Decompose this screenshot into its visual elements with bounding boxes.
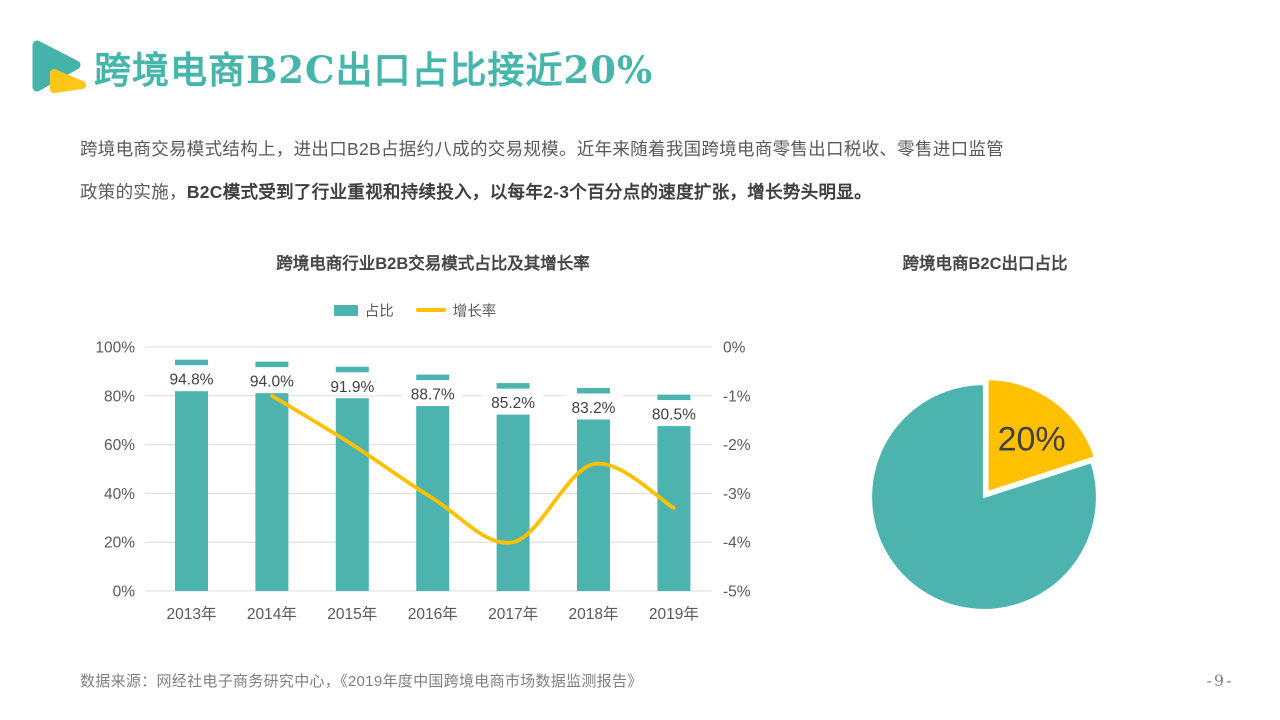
pie-chart-title: 跨境电商B2C出口占比 bbox=[902, 255, 1068, 273]
bar bbox=[255, 393, 289, 591]
bar-chart-title: 跨境电商行业B2B交易模式占比及其增长率 bbox=[276, 255, 590, 273]
legend-line-swatch-icon bbox=[415, 308, 446, 312]
bar-value-label: 85.2% bbox=[491, 395, 535, 412]
x-axis-label: 2017年 bbox=[488, 605, 538, 623]
bar bbox=[335, 398, 369, 591]
pie-chart: 20% bbox=[869, 378, 1099, 612]
bar-value-label: 88.7% bbox=[411, 387, 455, 404]
bar-cap bbox=[416, 374, 450, 381]
bar-chart-legend: 占比 增长率 bbox=[75, 300, 755, 320]
bar-value-label-bg bbox=[483, 390, 544, 412]
page-title: 跨境电商B2C出口占比接近20% bbox=[94, 48, 654, 92]
x-axis-label: 2018年 bbox=[569, 605, 619, 623]
bar-value-label-bg bbox=[241, 369, 302, 391]
bar-line-combo-chart: 100% 0% 80% -1% 60% -2% 40% -3% 20% -4% 0% -5% 2013年… bbox=[95, 340, 751, 624]
body-paragraph: 跨境电商交易模式结构上，进出口B2B占据约八成的交易规模。近年来随着我国跨境电商… bbox=[80, 128, 1225, 214]
bar-value-label-bg bbox=[563, 395, 624, 417]
bar-value-label: 80.5% bbox=[652, 407, 696, 424]
legend-bar-swatch-icon bbox=[333, 304, 358, 316]
right-axis-tick: -4% bbox=[723, 535, 751, 552]
x-axis-label: 2016年 bbox=[408, 605, 458, 623]
left-axis-tick: 0% bbox=[113, 584, 136, 601]
bar-value-label-bg bbox=[402, 382, 463, 404]
x-axis-label: 2015年 bbox=[327, 605, 377, 623]
play-icon-yellow-triangle bbox=[50, 69, 86, 93]
legend-item-growth: 增长率 bbox=[415, 300, 497, 321]
bar-cap bbox=[577, 387, 610, 394]
bar-value-label-bg bbox=[643, 402, 704, 424]
bar bbox=[175, 391, 208, 591]
left-axis-tick: 100% bbox=[95, 340, 135, 357]
bar-value-label: 91.9% bbox=[330, 379, 374, 396]
page-number: -9- bbox=[1206, 671, 1234, 690]
bar-cap bbox=[657, 394, 691, 401]
data-source-note: 数据来源：网经社电子商务研究中心，《2019年度中国跨境电商市场数据监测报告》 bbox=[80, 673, 643, 690]
legend-item-share: 占比 bbox=[333, 300, 394, 321]
right-axis-tick: 0% bbox=[723, 340, 746, 357]
bar bbox=[577, 419, 610, 591]
paragraph-line2-normal: 政策的实施， bbox=[80, 182, 187, 202]
bar-cap bbox=[335, 366, 369, 373]
pie-slice-1 bbox=[869, 382, 1099, 612]
x-axis-label: 2013年 bbox=[167, 605, 217, 623]
bar-cap bbox=[175, 359, 208, 366]
paragraph-line2-bold: B2C模式受到了行业重视和持续投入，以每年2-3个百分点的速度扩张，增长势头明显… bbox=[186, 182, 872, 202]
left-axis-tick: 60% bbox=[104, 437, 135, 454]
bar-value-label: 94.0% bbox=[250, 374, 294, 391]
x-axis-label: 2019年 bbox=[649, 605, 699, 623]
pie-slice-label: 20% bbox=[998, 421, 1066, 459]
right-axis-tick: -3% bbox=[723, 486, 751, 503]
bar-value-label-bg bbox=[161, 367, 222, 389]
x-axis-label: 2014年 bbox=[247, 605, 297, 623]
left-axis-tick: 20% bbox=[104, 535, 135, 552]
bar-value-label-bg bbox=[322, 374, 383, 396]
bar bbox=[496, 414, 530, 591]
play-icon bbox=[32, 40, 86, 93]
legend-label-share: 占比 bbox=[364, 303, 394, 320]
pie-slice-0 bbox=[986, 378, 1097, 494]
bar-value-label: 83.2% bbox=[572, 400, 616, 417]
left-axis-tick: 40% bbox=[104, 486, 135, 503]
right-axis-tick: -2% bbox=[723, 437, 751, 454]
growth-rate-line bbox=[270, 393, 676, 545]
left-axis-tick: 80% bbox=[104, 388, 135, 405]
right-axis-tick: -5% bbox=[723, 584, 751, 601]
right-axis-tick: -1% bbox=[723, 388, 751, 405]
paragraph-line1: 跨境电商交易模式结构上，进出口B2B占据约八成的交易规模。近年来随着我国跨境电商… bbox=[80, 139, 1004, 159]
bar-cap bbox=[255, 361, 289, 368]
legend-label-growth: 增长率 bbox=[452, 303, 497, 320]
bar-value-label: 94.8% bbox=[170, 372, 214, 389]
bar-cap bbox=[496, 383, 530, 389]
